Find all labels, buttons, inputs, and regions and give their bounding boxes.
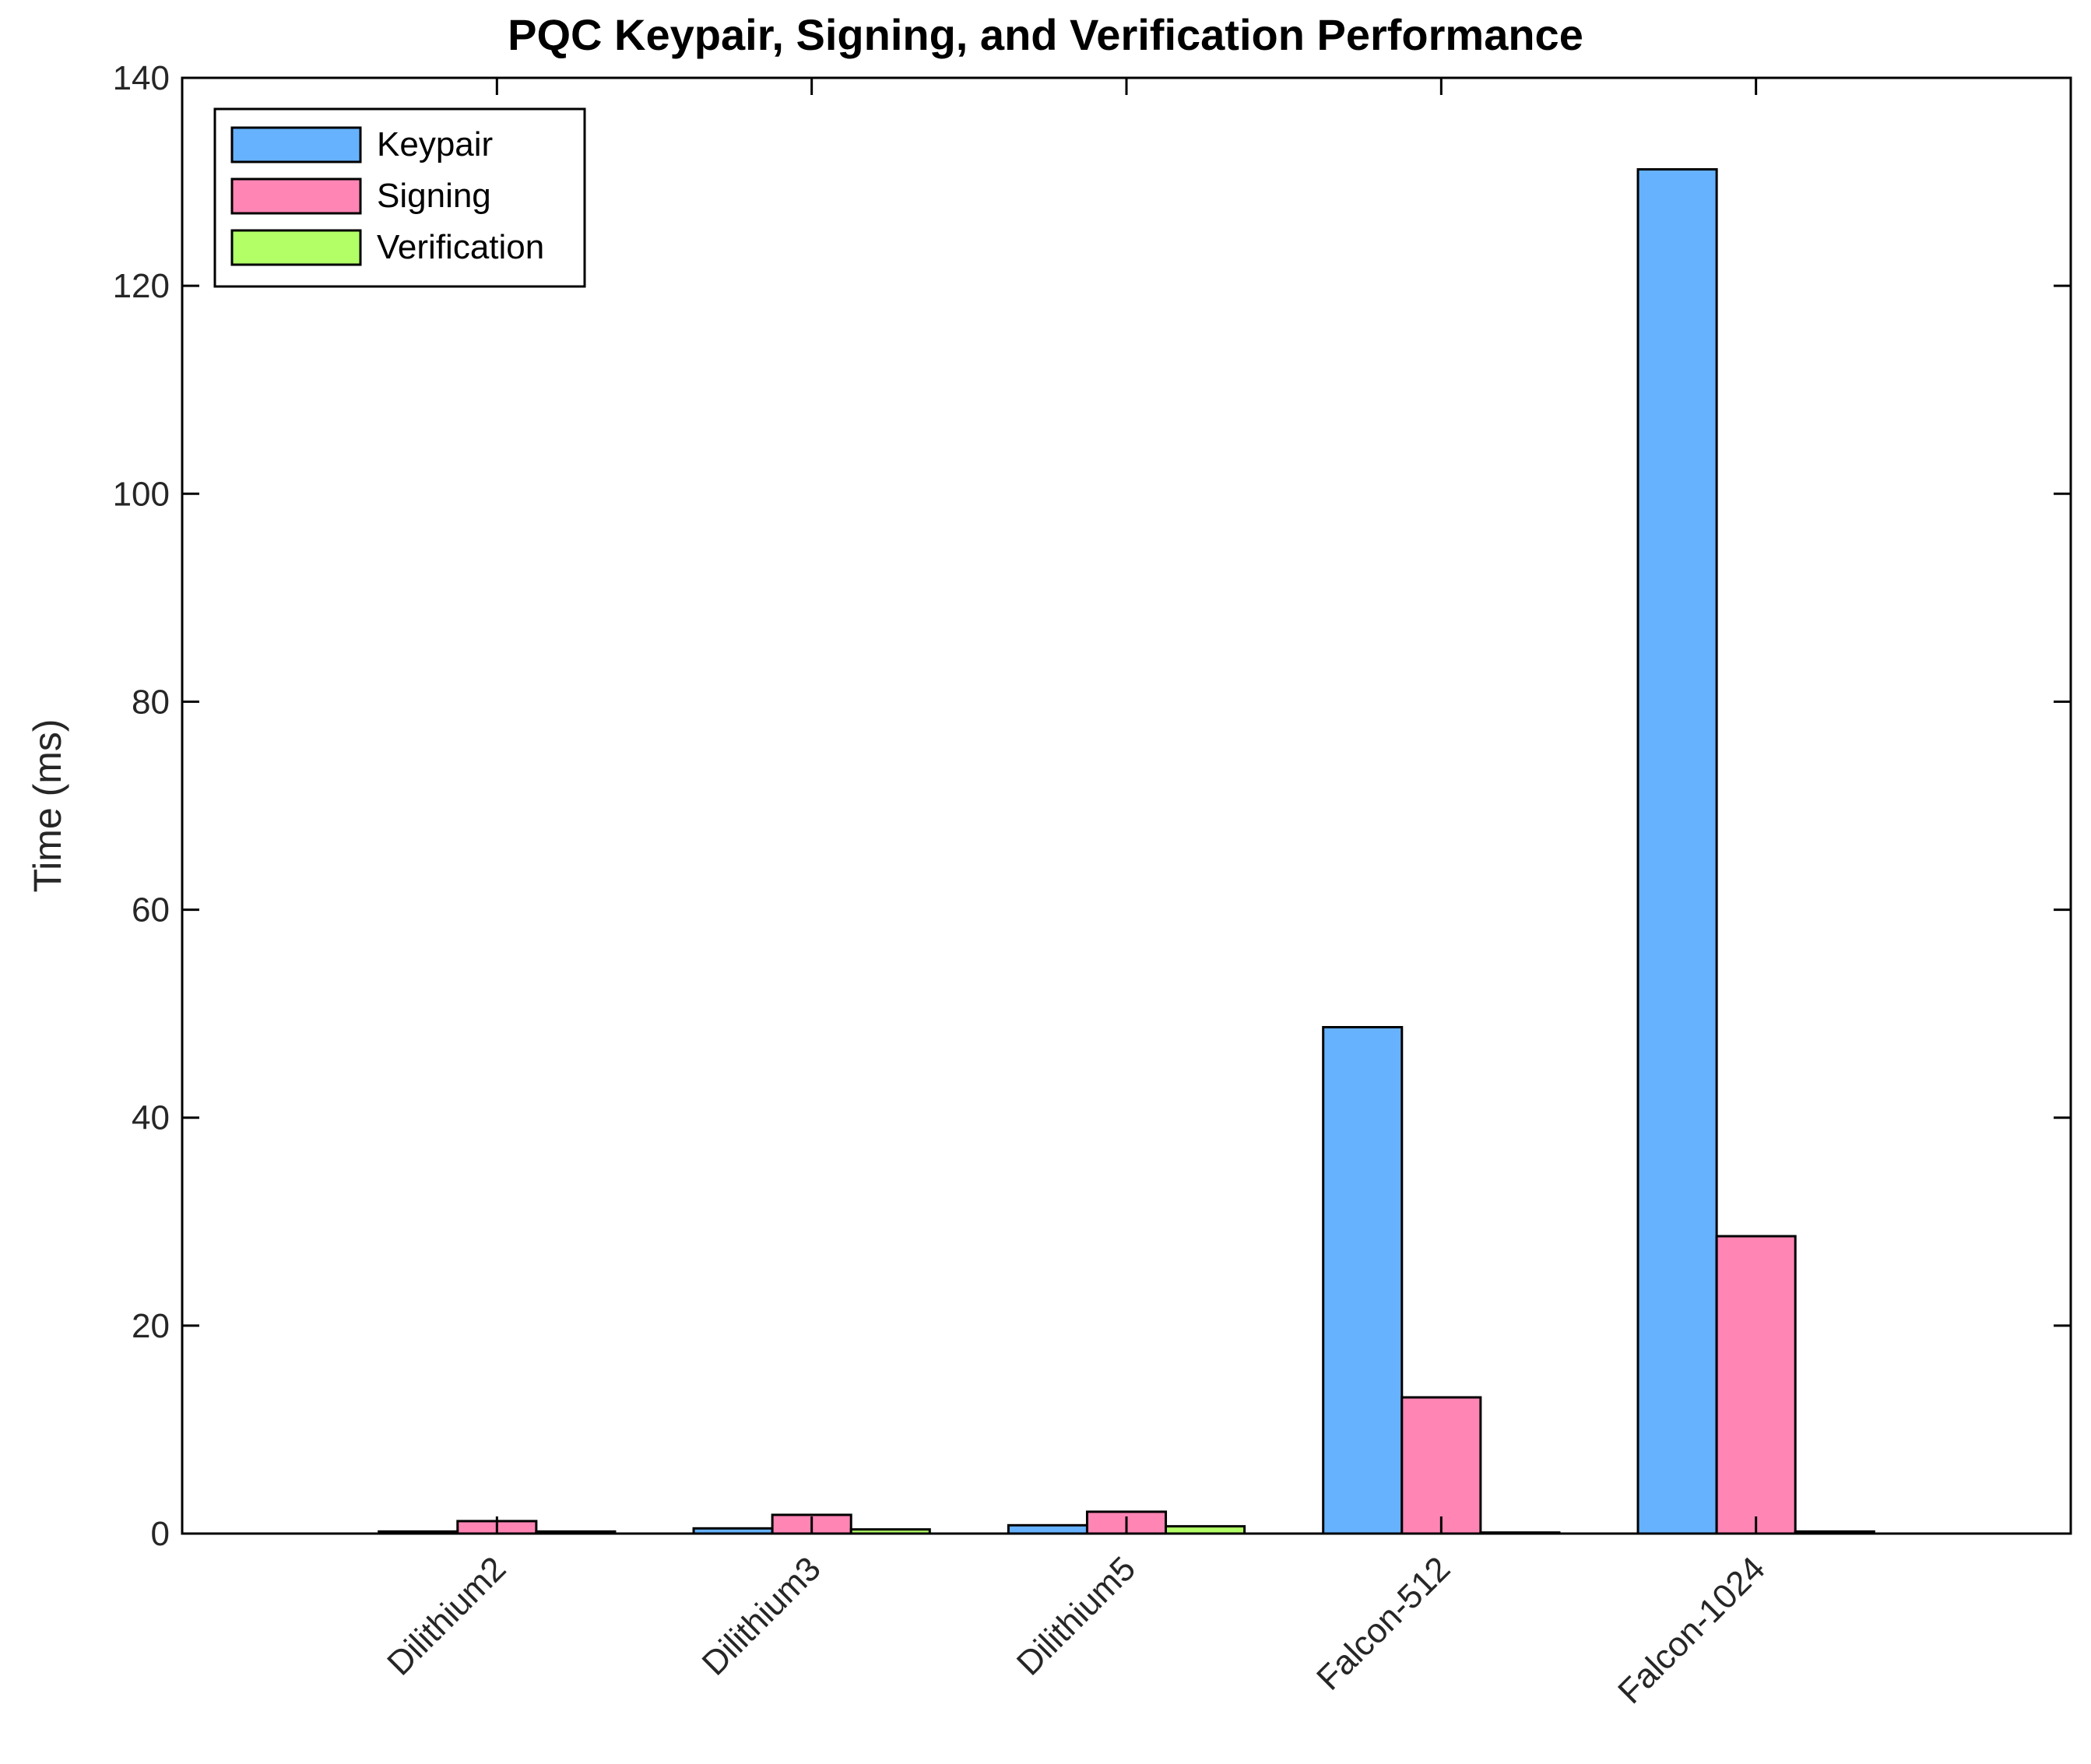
y-tick-label: 120	[113, 267, 170, 305]
legend: Keypair Signing Verification	[213, 107, 586, 288]
bar-signing-falcon-512	[1400, 1396, 1482, 1535]
plot-bars	[378, 168, 1875, 1535]
y-axis-label: Time (ms)	[26, 719, 69, 892]
bar-keypair-falcon-512	[1322, 1026, 1404, 1535]
x-tick-label-falcon-512: Falcon-512	[1309, 1549, 1457, 1697]
legend-swatch-keypair	[230, 126, 362, 163]
y-tick-label: 80	[132, 683, 170, 721]
legend-swatch-verification	[230, 229, 362, 266]
plot-frame	[181, 76, 2072, 1535]
x-tick-label-dilithium3: Dilithium3	[694, 1549, 828, 1682]
bar-signing-falcon-1024	[1715, 1235, 1797, 1535]
x-axis: Dilithium2 Dilithium3 Dilithium5 Falcon-512…	[380, 78, 1773, 1711]
y-tick-label: 100	[113, 475, 170, 513]
y-axis: 0 20 40 60 80 100 120 140	[113, 59, 2071, 1553]
y-tick-label: 140	[113, 59, 170, 97]
y-tick-label: 20	[132, 1307, 170, 1345]
legend-swatch-signing	[230, 177, 362, 215]
legend-label-keypair: Keypair	[377, 125, 493, 163]
legend-label-signing: Signing	[377, 177, 491, 215]
y-tick-label: 0	[151, 1515, 170, 1553]
chart-title: PQC Keypair, Signing, and Verification P…	[508, 10, 1583, 59]
y-tick-label: 60	[132, 891, 170, 929]
x-tick-label-falcon-1024: Falcon-1024	[1611, 1549, 1773, 1711]
legend-label-verification: Verification	[377, 228, 544, 266]
bar-keypair-dilithium5	[1007, 1523, 1088, 1535]
x-tick-label-dilithium2: Dilithium2	[380, 1549, 513, 1682]
bar-keypair-falcon-1024	[1636, 168, 1718, 1535]
x-tick-label-dilithium5: Dilithium5	[1010, 1549, 1143, 1682]
y-tick-label: 40	[132, 1099, 170, 1137]
